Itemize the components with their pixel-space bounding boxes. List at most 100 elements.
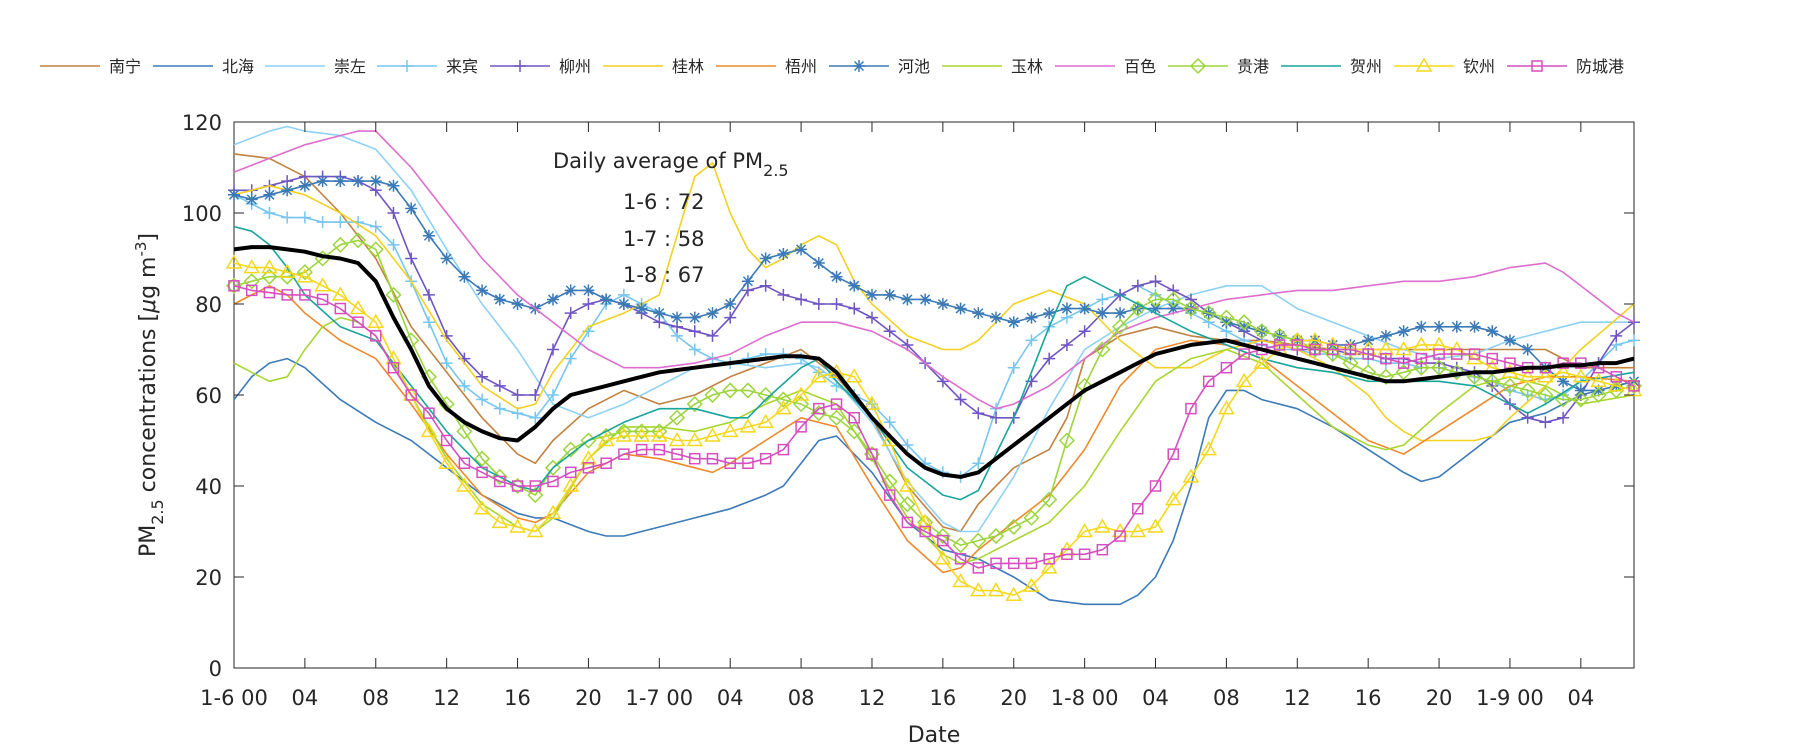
data-point <box>491 513 509 529</box>
data-point <box>334 302 347 315</box>
data-point <box>580 450 597 465</box>
data-point <box>316 175 329 188</box>
data-point <box>440 252 453 265</box>
data-point <box>263 188 276 201</box>
data-point <box>866 448 878 460</box>
legend-entry: 桂林 <box>603 57 704 76</box>
data-point <box>777 443 790 456</box>
data-point <box>1147 291 1164 308</box>
legend-marker <box>401 60 413 72</box>
data-point <box>263 286 276 299</box>
data-point <box>724 457 736 469</box>
data-point <box>349 232 367 249</box>
data-point <box>296 264 313 281</box>
data-point <box>757 413 774 429</box>
data-point <box>387 238 400 251</box>
legend-marker <box>1189 57 1207 75</box>
data-point <box>564 352 577 365</box>
data-point <box>757 386 774 404</box>
data-point <box>422 316 435 329</box>
data-point <box>493 402 506 415</box>
series-贺州 <box>233 225 1635 501</box>
data-point <box>671 311 684 324</box>
legend-label: 梧州 <box>785 57 817 76</box>
data-point <box>261 259 278 274</box>
data-point <box>243 273 260 290</box>
legend-entry: 北海 <box>153 57 254 76</box>
x-tick-label: 04 <box>1142 686 1169 710</box>
data-point <box>741 275 754 288</box>
data-point <box>1058 432 1075 449</box>
data-point <box>1007 316 1020 329</box>
legend-entry: 南宁 <box>40 57 141 76</box>
x-tick-label: 04 <box>717 686 744 710</box>
legend-marker <box>1531 60 1543 72</box>
data-point <box>544 504 562 520</box>
data-point <box>1628 334 1640 347</box>
data-point <box>1167 448 1179 460</box>
data-point <box>1094 341 1111 358</box>
y-axis-title: PM2.5 concentrations [μg m-3] <box>132 233 167 557</box>
data-point <box>1078 325 1091 338</box>
x-tick-label: 12 <box>1284 686 1311 710</box>
data-point <box>795 243 808 256</box>
data-point <box>830 270 843 283</box>
legend-entry: 钦州 <box>1394 57 1495 76</box>
data-point <box>952 573 969 588</box>
data-point <box>1309 343 1321 356</box>
series-桂林 <box>233 162 1635 442</box>
data-point <box>1200 305 1217 322</box>
data-point <box>597 432 615 447</box>
legend-label: 柳州 <box>559 57 591 76</box>
data-point <box>848 302 861 315</box>
x-tick-label: 16 <box>929 686 956 710</box>
data-point <box>1607 377 1625 392</box>
data-point <box>990 411 1003 424</box>
legend-label: 玉林 <box>1011 57 1043 76</box>
legend-entry: 柳州 <box>490 57 591 76</box>
legend-entry: 百色 <box>1055 57 1156 76</box>
data-point <box>600 293 613 306</box>
legend-label: 来宾 <box>446 57 478 76</box>
data-point <box>688 343 701 356</box>
data-point <box>990 311 1003 324</box>
x-tick-label: 20 <box>1000 686 1027 710</box>
data-point <box>633 423 650 440</box>
data-point <box>278 263 296 278</box>
data-point <box>724 311 737 324</box>
series-line <box>233 130 1635 410</box>
legend-marker <box>1415 57 1433 72</box>
data-point <box>562 477 580 492</box>
data-point <box>1164 491 1182 506</box>
data-point <box>582 298 595 310</box>
data-point <box>830 398 843 410</box>
data-point <box>686 396 703 413</box>
data-point <box>1291 339 1304 351</box>
annotation-line-2: 1-7 : 58 <box>623 227 704 251</box>
legend-label: 桂林 <box>672 57 704 76</box>
legend-entry: 河池 <box>829 57 930 76</box>
daily-average-annotation: Daily average of PM2.5 1-6 : 72 1-7 : 58… <box>553 149 789 287</box>
data-point <box>618 448 630 460</box>
data-point <box>704 386 721 404</box>
data-point <box>1521 343 1534 356</box>
data-point <box>1132 503 1144 515</box>
data-point <box>706 452 719 465</box>
data-point <box>546 343 559 356</box>
legend-entry: 来宾 <box>377 57 478 76</box>
data-point <box>456 477 473 492</box>
data-point <box>1519 368 1536 383</box>
data-point <box>1007 361 1020 374</box>
legend-label: 崇左 <box>334 57 366 76</box>
data-point <box>582 462 595 474</box>
data-point <box>1025 334 1038 347</box>
x-tick-label: 12 <box>433 686 460 710</box>
data-point <box>387 361 400 374</box>
legend-label: 百色 <box>1124 57 1156 76</box>
data-point <box>1554 363 1572 378</box>
data-point <box>633 427 650 442</box>
data-point <box>1503 334 1516 347</box>
data-point <box>812 257 825 270</box>
data-point <box>671 448 683 460</box>
